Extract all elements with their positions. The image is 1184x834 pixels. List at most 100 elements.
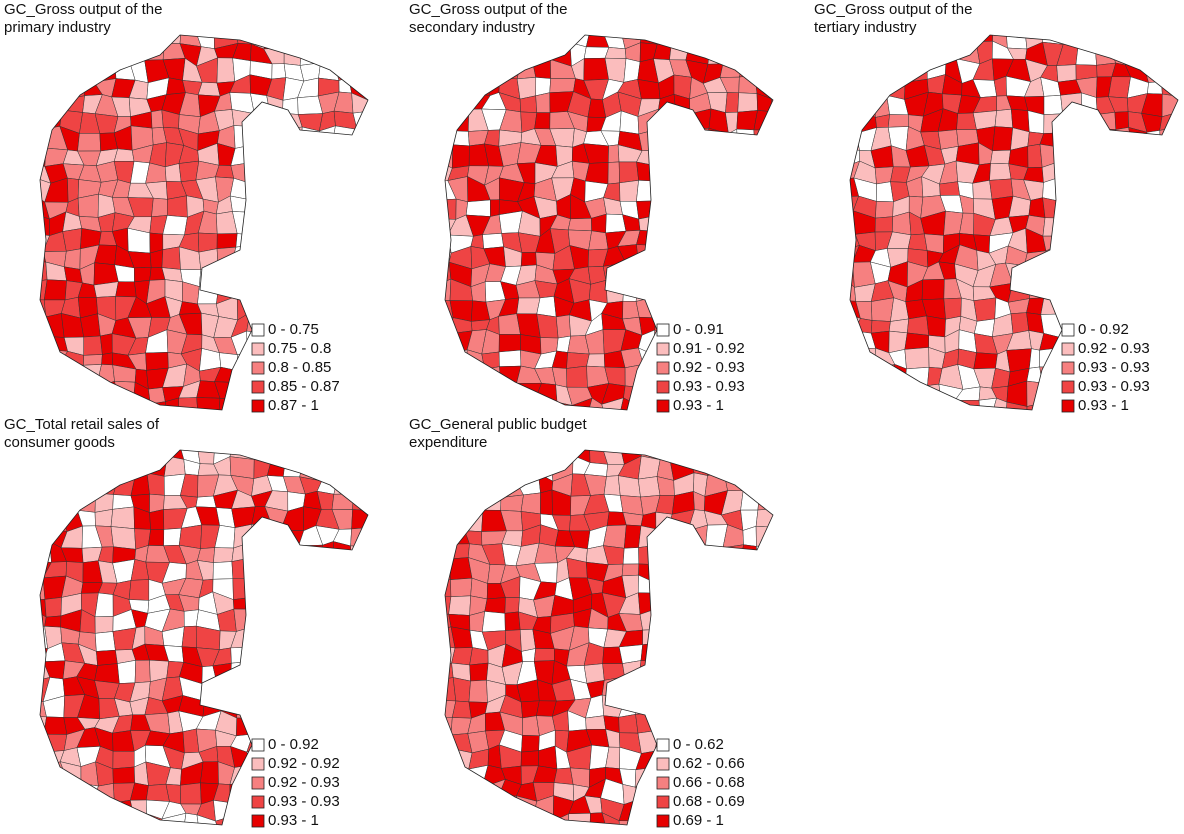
region: [336, 195, 352, 212]
region: [352, 677, 368, 701]
region: [1176, 312, 1178, 337]
region: [1175, 211, 1178, 234]
region: [40, 733, 44, 753]
region: [1079, 193, 1098, 219]
region: [367, 581, 368, 597]
region: [356, 35, 368, 47]
region: [40, 541, 52, 563]
region: [621, 563, 640, 577]
region: [755, 525, 773, 547]
region: [40, 110, 48, 131]
region: [453, 41, 472, 66]
region: [1056, 245, 1083, 265]
region: [348, 183, 368, 202]
region: [337, 699, 357, 716]
region: [702, 574, 725, 600]
region: [1158, 178, 1178, 199]
region: [180, 782, 202, 805]
region: [535, 92, 551, 113]
region: [129, 45, 150, 62]
region: [481, 75, 500, 96]
region: [1147, 165, 1167, 181]
legend-swatch: [251, 399, 265, 413]
region: [737, 244, 757, 271]
region: [449, 458, 473, 477]
region: [317, 728, 341, 751]
map-outline: [849, 34, 1179, 411]
region: [302, 559, 320, 581]
region: [1129, 196, 1148, 217]
region: [349, 282, 368, 299]
region: [355, 317, 368, 338]
region: [1005, 401, 1028, 410]
region: [756, 542, 773, 562]
region: [365, 201, 368, 216]
region: [1142, 284, 1162, 304]
region: [904, 347, 930, 370]
legend-swatch: [656, 361, 670, 375]
region: [669, 701, 690, 717]
region: [470, 60, 485, 81]
region: [348, 194, 368, 216]
region: [318, 280, 333, 304]
region: [451, 647, 473, 666]
region: [871, 398, 895, 410]
region: [687, 694, 709, 717]
region: [656, 661, 676, 685]
region: [465, 41, 488, 62]
legend-label: 0.91 - 0.92: [673, 340, 745, 357]
region: [651, 559, 674, 584]
region: [267, 460, 286, 477]
region: [246, 143, 271, 164]
region: [775, 143, 793, 166]
region: [197, 547, 216, 563]
region: [1163, 195, 1178, 214]
region: [903, 403, 930, 410]
region: [755, 367, 773, 383]
region: [703, 162, 728, 182]
region: [1093, 148, 1111, 164]
region: [655, 524, 673, 546]
region: [264, 211, 290, 237]
region: [264, 542, 285, 565]
region: [656, 712, 678, 735]
region: [498, 795, 522, 822]
region: [40, 128, 48, 149]
region: [352, 472, 368, 495]
region: [498, 334, 521, 353]
legend-label: 0.62 - 0.66: [673, 755, 745, 772]
region: [263, 233, 290, 247]
region: [445, 94, 457, 116]
region: [1093, 161, 1111, 185]
region: [114, 45, 135, 62]
region: [1143, 314, 1163, 339]
region: [331, 125, 358, 146]
region: [445, 40, 457, 66]
region: [263, 696, 290, 713]
region: [673, 644, 691, 668]
region: [1056, 146, 1080, 169]
region: [685, 541, 711, 566]
panel-title: GC_Total retail sales of: [4, 416, 160, 433]
region: [1160, 312, 1178, 337]
region: [516, 77, 537, 100]
region: [755, 195, 773, 218]
region: [93, 797, 120, 816]
region: [43, 77, 65, 101]
region: [775, 24, 793, 46]
region: [636, 683, 657, 699]
region: [774, 715, 794, 735]
region: [754, 315, 773, 337]
region: [229, 456, 255, 479]
region: [770, 41, 773, 66]
region: [1094, 35, 1112, 50]
region: [40, 577, 46, 601]
region: [1142, 40, 1168, 64]
region: [1161, 348, 1178, 371]
region: [297, 210, 324, 237]
region: [263, 144, 284, 162]
region: [721, 574, 743, 600]
region: [1161, 62, 1178, 82]
region: [448, 512, 472, 532]
